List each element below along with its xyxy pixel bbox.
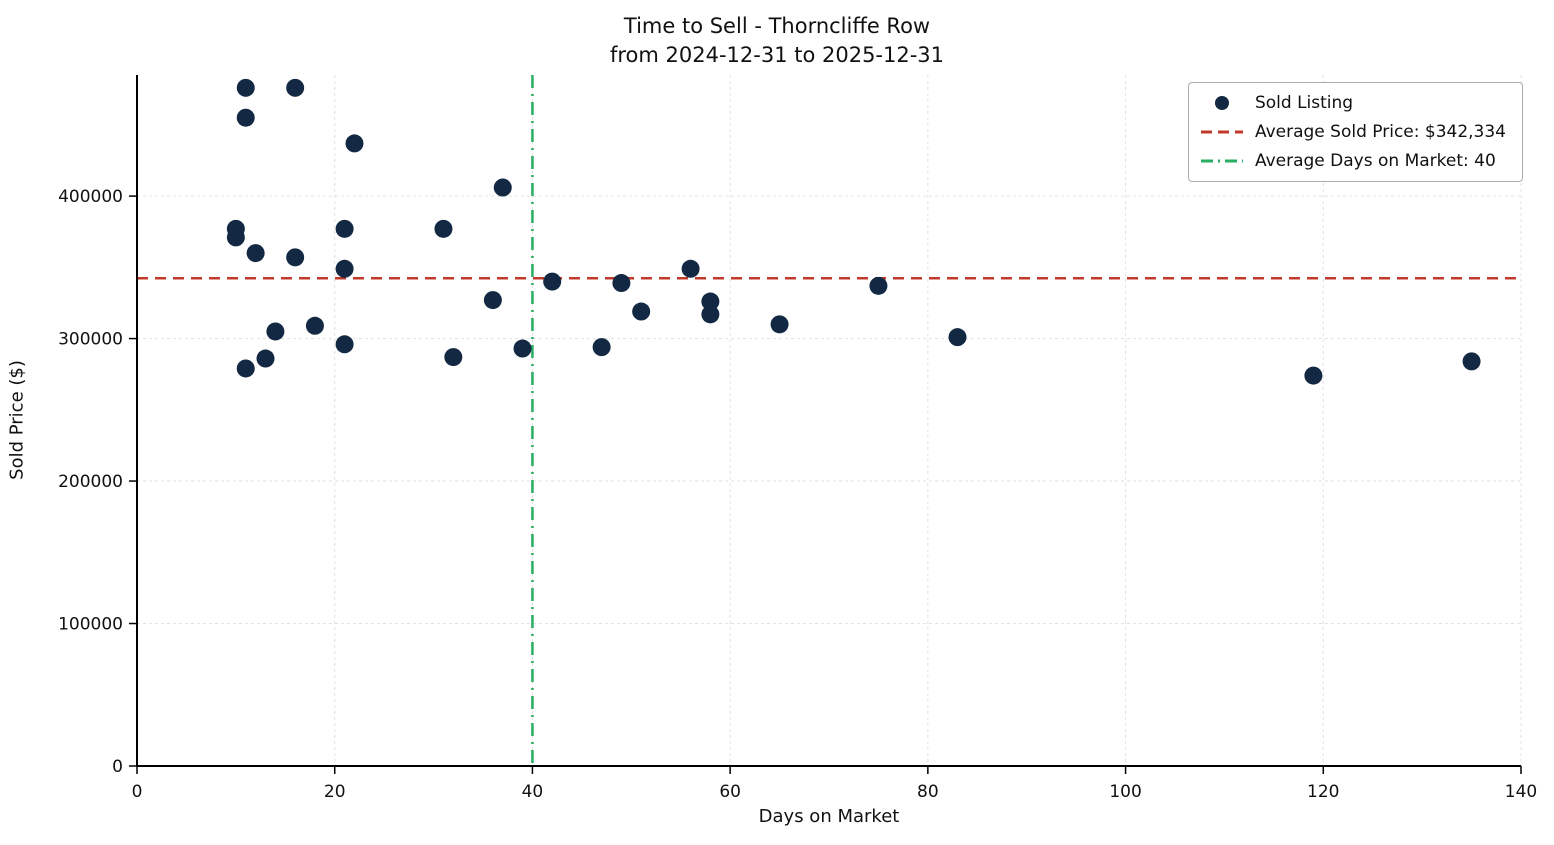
- data-point: [266, 322, 285, 341]
- data-point: [286, 78, 305, 97]
- legend: Sold Listing Average Sold Price: $342,33…: [1187, 82, 1523, 182]
- y-tick-label: 0: [112, 757, 123, 777]
- data-point: [1462, 352, 1481, 371]
- data-point: [869, 276, 888, 295]
- y-tick-label: 400000: [58, 187, 123, 207]
- x-tick-label: 20: [324, 782, 346, 802]
- data-point: [345, 134, 364, 153]
- avg-days-dashdot-line-icon: [1199, 152, 1245, 170]
- data-point: [612, 274, 631, 293]
- legend-label-sold-listing: Sold Listing: [1254, 93, 1354, 113]
- data-point: [444, 348, 463, 367]
- data-point: [236, 78, 255, 97]
- sold-listing-dot-icon: [1199, 94, 1245, 112]
- x-tick-label: 140: [1505, 782, 1537, 802]
- avg-price-dashed-line-icon: [1199, 123, 1245, 141]
- x-tick-label: 80: [917, 782, 939, 802]
- data-point: [770, 315, 789, 334]
- data-point: [948, 328, 967, 347]
- data-point: [335, 259, 354, 278]
- chart-title-line2: from 2024-12-31 to 2025-12-31: [609, 43, 945, 68]
- data-point: [701, 292, 720, 311]
- x-tick-label: 40: [522, 782, 544, 802]
- data-point: [246, 244, 265, 263]
- data-point: [513, 339, 532, 358]
- x-tick-label: 60: [719, 782, 741, 802]
- legend-label-average-days-on-market: Average Days on Market: 40: [1254, 151, 1496, 171]
- data-point: [592, 338, 611, 357]
- data-point: [493, 178, 512, 197]
- data-point: [681, 259, 700, 278]
- chart-title: Time to Sell - Thorncliffe Row from 2024…: [0, 12, 1554, 71]
- data-point: [483, 291, 502, 310]
- data-point: [701, 305, 720, 324]
- data-point: [1304, 366, 1323, 385]
- x-tick-label: 120: [1307, 782, 1339, 802]
- legend-item-average-sold-price: Average Sold Price: $342,334: [1199, 122, 1506, 142]
- y-tick-label: 100000: [58, 615, 123, 635]
- data-point: [335, 335, 354, 354]
- data-point: [543, 272, 562, 291]
- data-point: [632, 302, 651, 321]
- y-tick-label: 200000: [58, 472, 123, 492]
- data-point: [286, 248, 305, 267]
- data-point: [335, 219, 354, 238]
- data-point: [226, 228, 245, 247]
- y-axis-label: Sold Price ($): [6, 360, 28, 480]
- x-tick-label: 100: [1109, 782, 1141, 802]
- data-point: [434, 219, 453, 238]
- x-axis-label: Days on Market: [758, 806, 900, 827]
- legend-item-sold-listing: Sold Listing: [1199, 93, 1506, 113]
- legend-item-average-days-on-market: Average Days on Market: 40: [1199, 151, 1506, 171]
- data-point: [305, 316, 324, 335]
- x-tick-label: 0: [132, 782, 143, 802]
- y-tick-label: 300000: [58, 330, 123, 350]
- data-point: [236, 108, 255, 127]
- legend-label-average-sold-price: Average Sold Price: $342,334: [1254, 122, 1506, 142]
- data-point: [256, 349, 275, 368]
- chart-title-line1: Time to Sell - Thorncliffe Row: [623, 14, 931, 38]
- data-point: [236, 359, 255, 378]
